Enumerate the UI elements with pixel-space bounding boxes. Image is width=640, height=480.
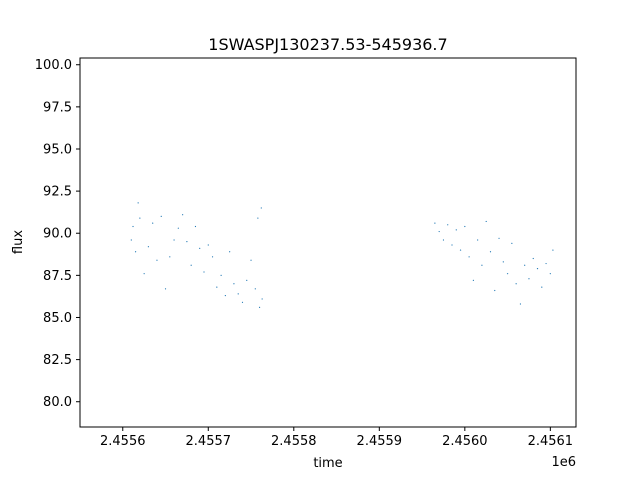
data-point xyxy=(216,286,218,288)
data-point xyxy=(250,259,252,261)
data-point xyxy=(494,289,496,292)
data-point xyxy=(481,264,483,266)
x-tick-label: 2.4558 xyxy=(271,434,317,449)
data-point xyxy=(464,225,466,228)
data-point xyxy=(160,215,162,217)
y-tick-label: 90.0 xyxy=(43,227,72,242)
y-tick-label: 80.0 xyxy=(43,395,72,410)
data-point xyxy=(169,256,171,258)
data-point xyxy=(177,227,179,229)
data-point xyxy=(519,303,522,305)
data-point xyxy=(447,224,449,226)
y-tick-label: 87.5 xyxy=(43,269,72,284)
x-axis-ticks: 2.4556 2.4557 2.4558 2.4559 2.4560 2.4561 xyxy=(100,427,573,449)
data-point xyxy=(442,239,445,241)
data-point xyxy=(528,278,530,280)
y-tick-label: 100.0 xyxy=(35,58,72,73)
x-tick-label: 2.4559 xyxy=(357,434,403,449)
data-point xyxy=(477,239,479,241)
data-point xyxy=(260,207,262,209)
data-point xyxy=(139,217,141,219)
data-point xyxy=(186,241,188,243)
data-point xyxy=(485,220,487,223)
data-point xyxy=(451,244,453,246)
x-tick-label: 2.4557 xyxy=(186,434,232,449)
data-point xyxy=(498,237,500,239)
x-tick-label: 2.4561 xyxy=(528,434,574,449)
data-point xyxy=(532,257,534,260)
data-point xyxy=(156,259,158,261)
data-point xyxy=(524,264,526,266)
data-point xyxy=(211,256,214,258)
data-point xyxy=(261,298,263,300)
data-point xyxy=(434,222,436,224)
data-point xyxy=(220,274,222,276)
x-axis-offset-label: 1e6 xyxy=(551,455,576,470)
chart-title: 1SWASPJ130237.53-545936.7 xyxy=(208,35,447,54)
y-tick-label: 97.5 xyxy=(43,100,72,115)
data-point xyxy=(182,214,184,216)
data-point xyxy=(254,288,256,290)
data-point xyxy=(132,225,134,228)
data-point xyxy=(137,202,139,204)
data-point xyxy=(241,301,244,303)
y-tick-label: 92.5 xyxy=(43,185,72,200)
data-point xyxy=(459,249,462,251)
data-point xyxy=(203,271,205,273)
data-point xyxy=(552,249,554,251)
data-point xyxy=(258,306,261,308)
data-point xyxy=(173,239,175,241)
data-point xyxy=(233,283,235,285)
x-tick-label: 2.4556 xyxy=(100,434,146,449)
y-tick-label: 95.0 xyxy=(43,142,72,157)
data-point xyxy=(194,225,197,228)
data-point xyxy=(515,283,517,285)
data-point xyxy=(134,251,137,253)
data-point xyxy=(468,256,470,258)
data-point xyxy=(190,264,192,266)
data-point xyxy=(472,279,474,282)
data-point xyxy=(438,230,440,233)
x-axis-label: time xyxy=(313,456,342,471)
data-point xyxy=(489,251,492,253)
plot-frame xyxy=(79,57,577,428)
data-point xyxy=(130,239,132,241)
data-point xyxy=(541,286,543,288)
data-point xyxy=(143,273,145,275)
data-point xyxy=(545,262,547,265)
data-point xyxy=(229,251,231,253)
data-point xyxy=(147,246,150,248)
data-point xyxy=(199,247,201,249)
data-point xyxy=(257,217,259,219)
data-point xyxy=(506,273,509,275)
data-point xyxy=(455,229,457,231)
y-tick-label: 85.0 xyxy=(43,311,72,326)
data-point xyxy=(164,288,167,290)
data-point xyxy=(207,244,209,246)
y-tick-label: 82.5 xyxy=(43,353,72,368)
data-point xyxy=(152,222,154,224)
data-points xyxy=(130,202,554,308)
y-axis-ticks: 80.0 82.5 85.0 87.5 90.0 92.5 95.0 97.5 100.0 xyxy=(35,58,80,410)
data-point xyxy=(237,293,239,295)
data-point xyxy=(246,279,248,282)
data-point xyxy=(502,261,504,263)
y-axis-label: flux xyxy=(11,230,26,254)
data-point xyxy=(511,242,513,244)
data-point xyxy=(224,294,226,297)
x-tick-label: 2.4560 xyxy=(442,434,488,449)
data-point xyxy=(549,273,551,275)
data-point xyxy=(536,268,539,270)
